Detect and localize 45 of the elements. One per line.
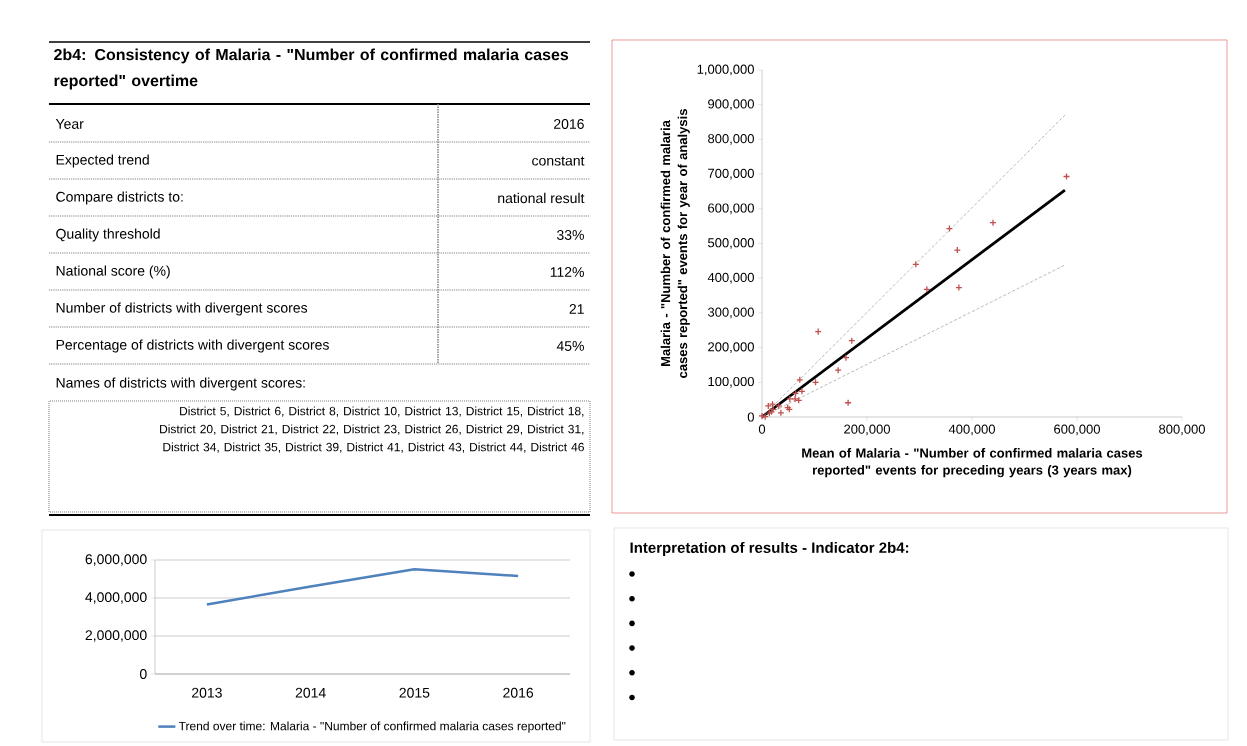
y-tick-label: 6,000,000 [85,554,147,566]
x-tick-label: 2013 [192,687,222,698]
y-axis-title: Malaria - "Number of confirmed malaria cases reported" events for year of analysis [660,109,690,378]
text: Quality threshold [56,228,160,242]
y-tick-label: 400,000 [707,272,754,284]
y-tick-label: 200,000 [708,342,754,353]
x-tick-label: 800,000 [1159,424,1205,436]
y-tick-label: 300,000 [707,307,754,319]
text: Percentage of districts with divergent scores [56,339,329,353]
x-axis-title: Mean of Malaria - "Number of confirmed malaria cases reported" events for preceding years (3 years max) [802,448,1143,478]
text: 2b4: Consistency of Malaria - "Number of confirmed malaria cases reported" overtime [54,48,569,90]
x-tick-label: 0 [758,424,766,434]
y-tick-label: 1,000,000 [697,64,754,76]
text: Year [55,119,84,129]
text: Interpretation of results - Indicator 2b4: [630,541,909,556]
text: Names of districts with divergent scores: [56,377,305,391]
text: constant [532,156,585,166]
y-tick-label: 900,000 [708,99,754,111]
x-tick-label: 600,000 [1054,424,1100,436]
y-tick-label: 500,000 [708,238,754,249]
text: District 5, District 6, District 8, District 10, District 13, District 15, District 18, District 20, District 21, District 22, District 23, District 26, District 29, District 31, District 34, District 35, District 39, District 41, District 43, District 44, District 46 [160,406,584,453]
y-tick-label: 0 [139,669,147,679]
text: national result [498,192,585,204]
y-tick-label: 0 [747,412,754,422]
x-tick-label: 2016 [503,687,534,698]
y-tick-label: 600,000 [708,203,754,215]
legend-label: Trend over time: Malaria - "Number of confirmed malaria cases reported" [178,721,566,733]
x-tick-label: 2015 [399,687,430,698]
text: Number of districts with divergent scores [56,302,308,316]
text: 2016 [554,119,584,129]
y-tick-label: 800,000 [708,134,754,145]
text: 33% [556,230,584,240]
y-tick-label: 2,000,000 [85,630,147,642]
text: 21 [569,304,584,314]
text: Compare districts to: [56,191,183,205]
x-tick-label: 2014 [295,687,326,698]
x-tick-label: 400,000 [948,424,995,436]
text: 45% [556,341,584,351]
text: 112% [550,267,584,277]
y-tick-label: 100,000 [708,376,754,388]
y-tick-label: 700,000 [708,168,754,180]
text: National score (%) [56,265,170,279]
text: Expected trend [56,154,149,168]
x-tick-label: 200,000 [844,424,890,436]
y-tick-label: 4,000,000 [85,592,147,604]
